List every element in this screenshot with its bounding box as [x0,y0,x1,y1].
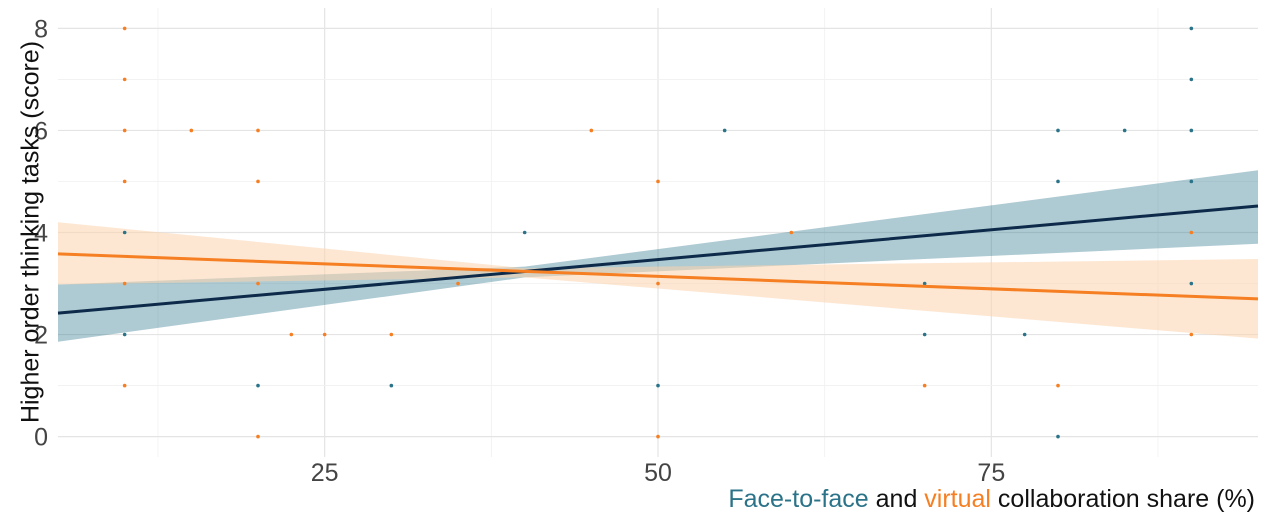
data-point [922,332,927,337]
x-tick-label: 75 [977,459,1005,487]
data-point [122,383,127,388]
x-axis-label-part: and [869,485,925,513]
data-point [922,383,927,388]
data-point [122,332,127,337]
data-point [1056,128,1060,133]
y-tick-label: 6 [34,117,48,145]
y-tick-label: 4 [34,220,48,248]
data-point [1056,383,1060,388]
data-point [322,332,327,337]
confidence-band-1 [58,170,1258,342]
data-point [922,281,927,286]
data-point [589,128,594,133]
y-axis-label: Higher order thinking tasks (score) [17,41,45,423]
y-tick-label: 0 [34,424,48,452]
data-point [122,179,127,184]
data-point [1122,128,1127,133]
data-point [122,26,127,31]
data-point [122,281,127,286]
data-point [256,128,260,133]
data-point [1022,332,1027,337]
fit-line-2 [57,252,1259,301]
data-point [656,383,660,388]
data-points [122,26,1194,439]
data-point [1056,434,1060,439]
fit-line-1 [57,204,1259,315]
data-point [1189,77,1194,82]
data-point [1189,332,1194,337]
confidence-band-2 [58,222,1258,339]
x-tick-label: 50 [644,459,672,487]
data-point [122,77,127,82]
data-point [1189,230,1194,235]
data-point [389,383,394,388]
tick-labels: 25 50 75 0 2 4 6 8 [34,15,1005,487]
data-point [1056,179,1060,184]
data-point [122,230,127,235]
x-tick-label: 25 [311,459,339,487]
y-tick-label: 2 [34,322,48,350]
data-point [789,230,794,235]
data-point [256,383,260,388]
data-point [456,281,460,286]
data-point [656,434,660,439]
data-point [1189,128,1194,133]
data-point [656,281,660,286]
x-axis-label-part: virtual [924,485,991,513]
data-point [189,128,194,133]
x-axis-label: Face-to-face and virtual collaboration s… [728,485,1255,513]
data-point [1189,179,1194,184]
data-point [256,434,260,439]
data-point [656,179,660,184]
y-tick-label: 8 [34,15,48,43]
confidence-bands [58,170,1258,342]
data-point [522,230,527,235]
data-point [389,332,394,337]
data-point [122,128,127,133]
data-point [256,281,260,286]
x-axis-label-part: collaboration share (%) [991,485,1255,513]
fit-lines [57,204,1259,315]
x-axis-label-part: Face-to-face [728,485,868,513]
data-point [1189,281,1194,286]
data-point [289,332,294,337]
data-point [1189,26,1194,31]
data-point [256,179,260,184]
data-point [722,128,727,133]
